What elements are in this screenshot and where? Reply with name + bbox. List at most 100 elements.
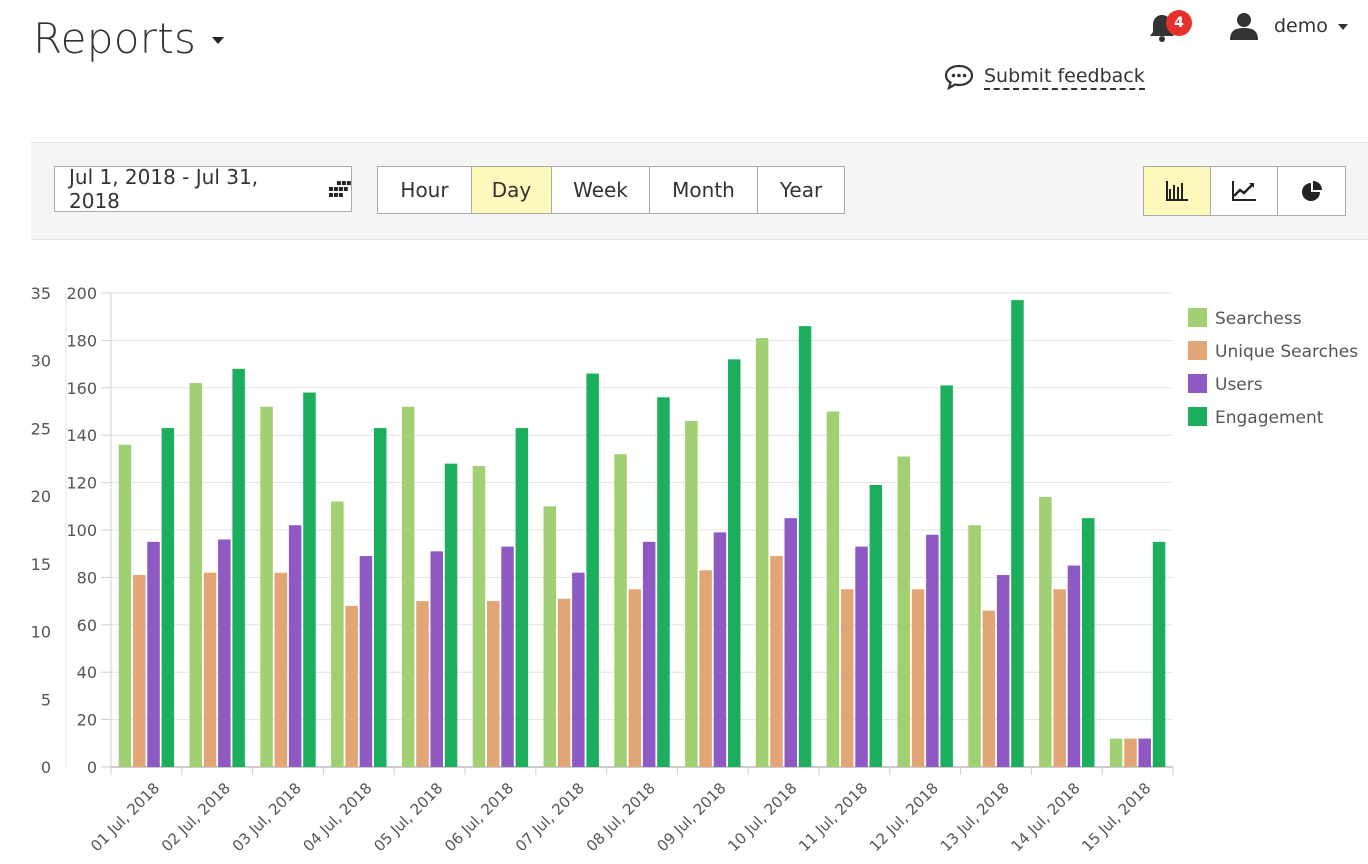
- submit-feedback-link[interactable]: Submit feedback: [944, 64, 1145, 90]
- granularity-day-button[interactable]: Day: [472, 167, 552, 213]
- bar-unique-searches: [487, 601, 500, 767]
- bar-searchess: [755, 338, 769, 767]
- left-axis-tick-label: 5: [41, 690, 51, 709]
- x-axis-tick-label: 02 Jul, 2018: [158, 779, 234, 855]
- user-menu[interactable]: demo: [1228, 12, 1348, 40]
- bar-searchess: [118, 444, 132, 767]
- bar-unique-searches: [1124, 738, 1137, 767]
- bar-users: [359, 556, 373, 767]
- bar-engagement: [303, 392, 316, 767]
- bar-chart-icon: [1166, 181, 1188, 201]
- bar-users: [218, 539, 231, 767]
- bar-engagement: [657, 397, 670, 767]
- chart-gridlines: [65, 292, 1173, 775]
- bar-unique-searches: [133, 575, 146, 767]
- bar-searchess: [1039, 496, 1052, 767]
- bar-unique-searches: [345, 605, 358, 767]
- reports-title-dropdown[interactable]: Reports: [33, 14, 225, 63]
- date-range-picker[interactable]: Jul 1, 2018 - Jul 31, 2018: [54, 165, 352, 213]
- bar-engagement: [232, 368, 245, 767]
- right-y-axis: 0 20 40 60 80 100 120 140 160 180 200: [66, 284, 111, 777]
- chart-legend: Searchess Unique Searches Users Engagement: [1188, 308, 1358, 428]
- bar-users: [430, 551, 443, 767]
- bar-searchess: [260, 406, 273, 767]
- x-axis-tick-label: 13 Jul, 2018: [937, 779, 1013, 855]
- chart-view-selector: [1143, 166, 1346, 216]
- bar-searchess: [331, 501, 344, 767]
- bar-users: [501, 546, 514, 767]
- bar-engagement: [728, 359, 741, 767]
- calendar-grid-icon: [329, 181, 351, 197]
- x-axis-tick-label: 05 Jul, 2018: [370, 779, 446, 855]
- x-axis-tick-label: 12 Jul, 2018: [866, 779, 942, 855]
- bar-engagement: [444, 463, 458, 767]
- granularity-week-button[interactable]: Week: [552, 167, 650, 213]
- right-axis-tick-label: 20: [77, 711, 97, 730]
- page-title: Reports: [33, 14, 197, 63]
- left-axis-tick-label: 25: [31, 419, 51, 438]
- bar-searchess: [189, 383, 202, 767]
- bar-unique-searches: [841, 589, 854, 767]
- bar-searchess: [685, 420, 698, 767]
- bar-engagement: [940, 385, 953, 767]
- legend-swatch: [1188, 407, 1207, 426]
- bar-users: [642, 541, 656, 767]
- bar-chart-view-button[interactable]: [1144, 167, 1211, 215]
- right-axis-tick-label: 140: [66, 426, 97, 445]
- x-axis-tick-label: 14 Jul, 2018: [1007, 779, 1083, 855]
- bar-searchess: [401, 406, 415, 767]
- left-axis-tick-label: 20: [31, 487, 51, 506]
- user-avatar-icon: [1230, 13, 1258, 40]
- x-axis-tick-label: 06 Jul, 2018: [441, 779, 517, 855]
- left-axis-tick-label: 0: [41, 758, 51, 777]
- speech-bubble-icon: [944, 64, 974, 90]
- x-axis-tick-label: 07 Jul, 2018: [512, 779, 588, 855]
- legend-label: Searchess: [1215, 309, 1302, 329]
- legend-label: Users: [1215, 375, 1263, 395]
- legend-swatch: [1188, 308, 1207, 327]
- bar-searchess: [614, 454, 627, 767]
- right-axis-tick-label: 180: [66, 331, 97, 350]
- left-y-axis: 0 5 10 15 20 25 30 35: [31, 284, 51, 777]
- x-axis-tick-label: 03 Jul, 2018: [229, 779, 305, 855]
- granularity-hour-button[interactable]: Hour: [378, 167, 472, 213]
- bar-users: [713, 532, 727, 767]
- bar-engagement: [869, 484, 883, 767]
- bar-engagement: [1152, 541, 1166, 767]
- right-axis-tick-label: 40: [77, 663, 97, 682]
- x-axis-tick-label: 04 Jul, 2018: [299, 779, 375, 855]
- bar-users: [926, 534, 939, 767]
- bar-users: [288, 525, 302, 767]
- granularity-month-button[interactable]: Month: [650, 167, 758, 213]
- legend-label: Engagement: [1215, 408, 1324, 428]
- bar-engagement: [515, 428, 529, 767]
- legend-label: Unique Searches: [1215, 342, 1358, 362]
- pie-chart-view-button[interactable]: [1278, 167, 1345, 215]
- bar-searchess: [472, 466, 486, 767]
- line-chart-view-button[interactable]: [1211, 167, 1278, 215]
- left-axis-tick-label: 35: [31, 284, 51, 303]
- bar-users: [996, 575, 1010, 767]
- submit-feedback-label: Submit feedback: [984, 65, 1145, 90]
- bar-searchess: [543, 506, 556, 767]
- right-axis-tick-label: 100: [66, 521, 97, 540]
- bar-searchess: [968, 525, 981, 767]
- x-axis-tick-label: 09 Jul, 2018: [653, 779, 729, 855]
- granularity-year-button[interactable]: Year: [779, 178, 823, 202]
- bar-users: [147, 541, 160, 767]
- bar-engagement: [798, 326, 812, 767]
- bar-unique-searches: [911, 589, 925, 767]
- x-axis-tick-label: 10 Jul, 2018: [724, 779, 800, 855]
- bar-unique-searches: [557, 598, 571, 767]
- bar-users: [1067, 565, 1081, 767]
- chevron-down-icon: [212, 37, 225, 44]
- chevron-down-icon: [1337, 24, 1348, 30]
- user-name: demo: [1274, 15, 1328, 37]
- bar-users: [855, 546, 868, 767]
- bar-users: [572, 572, 585, 767]
- bar-unique-searches: [770, 556, 783, 767]
- bar-unique-searches: [699, 570, 712, 767]
- x-axis-tick-label: 11 Jul, 2018: [795, 779, 871, 855]
- legend-swatch: [1188, 341, 1207, 360]
- left-axis-tick-label: 10: [31, 623, 51, 642]
